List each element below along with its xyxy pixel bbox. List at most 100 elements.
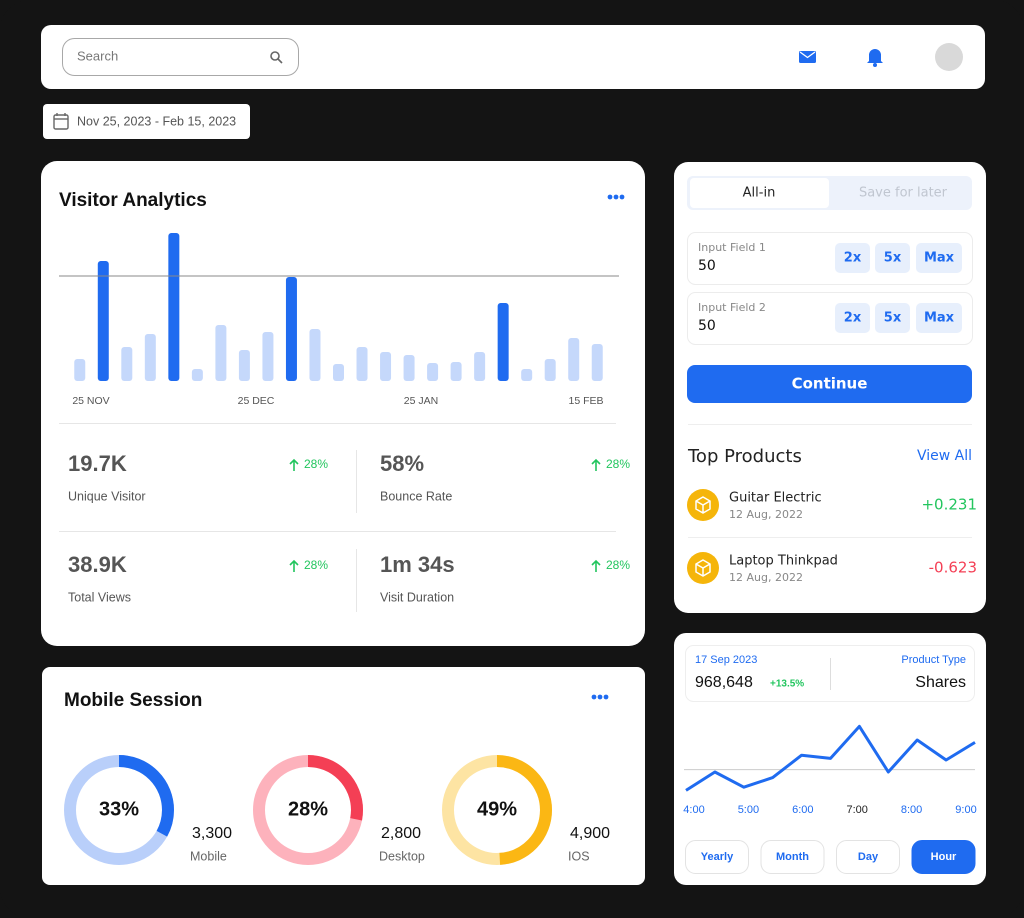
multiplier-label: 2x: [844, 311, 862, 326]
product-glyph: [695, 496, 711, 514]
donut-percent: 49%: [477, 798, 517, 820]
x-tick-label: 6:00: [792, 804, 813, 816]
section-title: Top Products: [687, 446, 802, 467]
bell-icon[interactable]: [867, 49, 883, 67]
more-menu[interactable]: [591, 694, 609, 700]
tab-label[interactable]: Save for later: [859, 186, 948, 201]
bar: [121, 347, 133, 381]
x-tick-label: 7:00: [846, 804, 867, 816]
bar: [215, 325, 227, 381]
bar: [356, 347, 368, 381]
stat-value: 19.7K: [68, 451, 127, 476]
view-all[interactable]: View All: [917, 448, 972, 464]
session-label: Mobile: [190, 849, 227, 863]
session-value: 4,900: [570, 825, 610, 842]
bar: [333, 364, 344, 381]
card-title: Mobile Session: [64, 690, 202, 711]
product-date: 12 Aug, 2022: [729, 508, 803, 521]
multiplier-button[interactable]: [916, 303, 962, 333]
avatar[interactable]: [935, 43, 963, 71]
tab-active[interactable]: [690, 178, 829, 208]
line-chart: 4:00 5:00 6:00 7:00 8:00 9:00: [683, 724, 977, 816]
continue-button[interactable]: [687, 365, 972, 403]
x-tick-label: 25 DEC: [238, 395, 275, 407]
multiplier-label: Max: [924, 251, 955, 266]
multiplier-button[interactable]: [835, 243, 870, 273]
shares-value: 968,648: [695, 674, 753, 691]
search-placeholder: Search: [77, 48, 118, 63]
more-menu[interactable]: [607, 194, 625, 200]
up-arrow: [591, 559, 601, 572]
stat-change: 28%: [304, 558, 328, 572]
donut-arc: [64, 755, 174, 865]
up-arrow: [289, 559, 299, 572]
type-value: Shares: [915, 674, 966, 691]
range-label: Day: [858, 851, 879, 863]
multiplier-button[interactable]: [916, 243, 962, 273]
range-buttons: Yearly Month Day Hour: [685, 840, 976, 874]
multiplier-button[interactable]: [835, 303, 870, 333]
bar: [309, 329, 321, 381]
date-chip[interactable]: [43, 104, 250, 139]
product-name: Laptop Thinkpad: [729, 554, 838, 569]
date-range: Nov 25, 2023 - Feb 15, 2023: [77, 114, 236, 128]
stat-label: Bounce Rate: [380, 489, 452, 503]
multiplier-button[interactable]: [875, 303, 910, 333]
multiplier-label: 5x: [884, 251, 902, 266]
up-arrow: [289, 458, 299, 471]
bar: [380, 352, 392, 381]
bar: [238, 350, 250, 381]
bar: [450, 362, 462, 381]
range-button[interactable]: [685, 840, 749, 874]
bar: [568, 338, 580, 381]
bar: [521, 369, 533, 381]
products: Guitar Electric 12 Aug, 2022 +0.231 Laptop …: [687, 489, 977, 584]
donut-percent: 33%: [99, 798, 139, 820]
tab-label[interactable]: All-in: [743, 186, 776, 201]
range-button[interactable]: [836, 840, 900, 874]
range-button[interactable]: [911, 840, 976, 874]
stat-label: Unique Visitor: [68, 489, 146, 503]
stat-value: 1m 34s: [380, 552, 455, 577]
shares-change: +13.5%: [770, 679, 804, 690]
line-series: [685, 724, 976, 792]
bar-chart: 25 NOV 25 DEC 25 JAN 15 FEB: [59, 233, 619, 407]
input-value: 50: [698, 258, 716, 274]
card-title: Visitor Analytics: [59, 190, 207, 211]
bar: [191, 369, 203, 381]
calendar-icon: [53, 113, 69, 130]
bar: [74, 359, 86, 381]
bar: [285, 277, 297, 381]
donut-percent: 28%: [288, 798, 328, 820]
search-icon[interactable]: [270, 51, 283, 64]
shares-date: 17 Sep 2023: [695, 654, 757, 666]
product-glyph: [695, 559, 711, 577]
multiplier-button[interactable]: [875, 243, 910, 273]
stat-change: 28%: [606, 558, 630, 572]
x-tick-label: 25 JAN: [404, 395, 438, 407]
input-label: Input Field 1: [698, 241, 766, 254]
x-tick-label: 8:00: [901, 804, 922, 816]
stat-label: Visit Duration: [380, 590, 454, 604]
stat-change: 28%: [304, 457, 328, 471]
bar: [544, 359, 556, 381]
donut-arc: [442, 755, 552, 865]
multiplier-label: Max: [924, 311, 955, 326]
stat-value: 58%: [380, 451, 424, 476]
multiplier-label: 5x: [884, 311, 902, 326]
product-name: Guitar Electric: [729, 491, 822, 506]
product-change: -0.623: [929, 559, 977, 577]
search-box[interactable]: [62, 38, 299, 76]
session-label: Desktop: [379, 849, 425, 863]
continue-label: Continue: [792, 375, 868, 393]
session-label: IOS: [568, 849, 590, 863]
stat-value: 38.9K: [68, 552, 127, 577]
bar: [262, 332, 274, 381]
mail-icon[interactable]: [799, 51, 816, 63]
stats: 19.7K Unique Visitor 28% 58% Bounce Rate 28% 3…: [68, 451, 630, 604]
up-arrow: [591, 458, 601, 471]
product-date: 12 Aug, 2022: [729, 571, 803, 584]
bar: [497, 303, 509, 381]
range-button[interactable]: [760, 840, 825, 874]
